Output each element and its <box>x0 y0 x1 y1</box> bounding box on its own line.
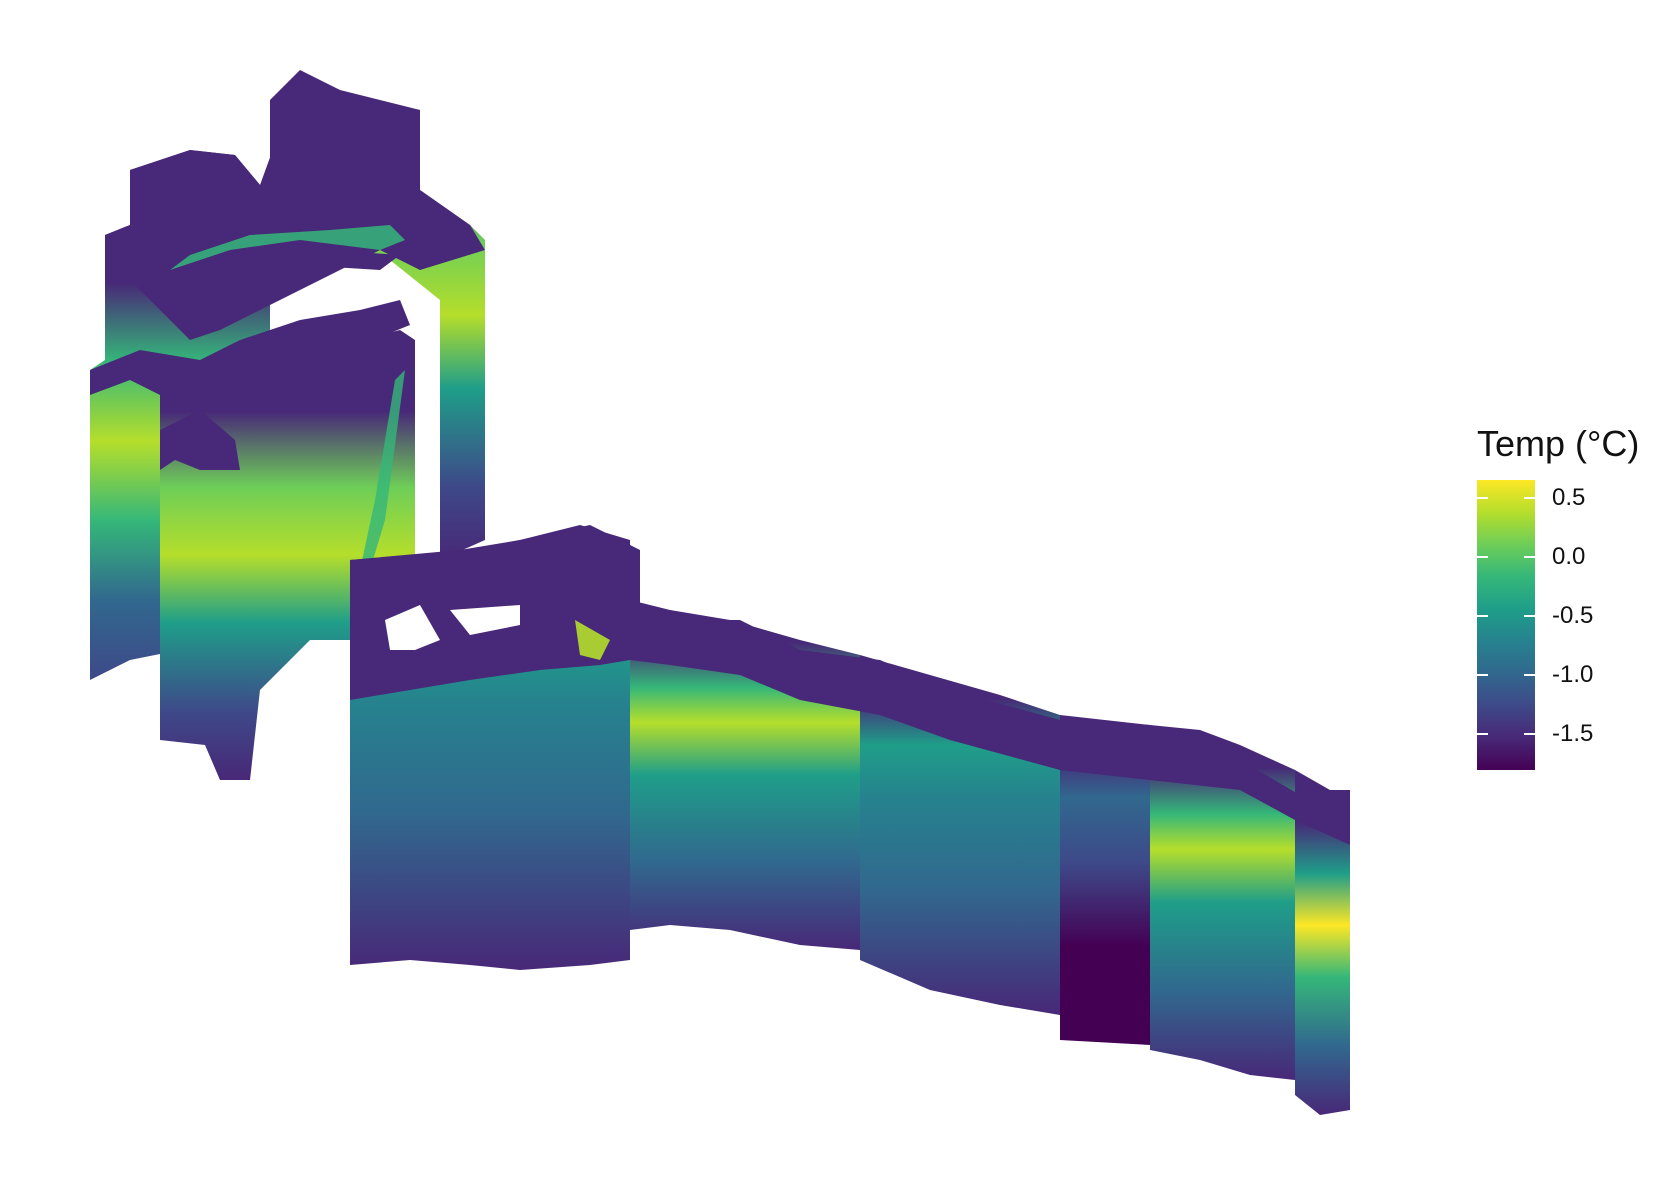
se-rim <box>350 525 1350 845</box>
colorbar-tick-mark <box>1477 733 1488 736</box>
colorbar-tick-mark <box>1524 496 1535 499</box>
nw-inner-ring <box>170 225 405 270</box>
colorbar-title: Temp (°C) <box>1477 423 1640 464</box>
colorbar-tick-label: -0.5 <box>1552 602 1594 630</box>
colorbar-tick-label: -1.0 <box>1552 661 1594 689</box>
northwest-cluster <box>90 70 485 780</box>
nw-inner-ring-dark <box>160 250 400 290</box>
colorbar-tick-mark <box>1524 733 1535 736</box>
colorbar-legend: Temp (°C) 0.5 0.0 -0.5 -1.0 -1.5 <box>1477 423 1677 783</box>
colorbar-tick-mark <box>1477 496 1488 499</box>
se-cut-window-2 <box>450 605 520 635</box>
se-cut-window-3 <box>575 620 610 660</box>
colorbar-tick-mark <box>1477 555 1488 558</box>
se-segment-4 <box>1150 725 1295 1080</box>
colorbar-gradient <box>1477 480 1535 770</box>
nw-rim-top <box>105 75 485 340</box>
se-cut-window-1 <box>385 605 440 650</box>
colorbar-tick-label: 0.5 <box>1552 483 1586 511</box>
colorbar-tick-mark <box>1477 674 1488 677</box>
nw-shear-streak <box>360 370 405 570</box>
colorbar-tick-mark <box>1524 615 1535 618</box>
nw-rim-notch <box>160 410 240 470</box>
se-segment-cold <box>1060 715 1150 1045</box>
southeast-transect <box>350 525 1350 1115</box>
colorbar-tick-label: 0.0 <box>1552 542 1586 570</box>
se-segment-5 <box>1295 770 1350 1115</box>
colorbar-tick-mark <box>1524 555 1535 558</box>
colorbar-tick-label: -1.5 <box>1552 720 1594 748</box>
nw-rim-mid <box>90 300 410 395</box>
colorbar-tick-mark <box>1524 674 1535 677</box>
colorbar-tick-mark <box>1477 615 1488 618</box>
